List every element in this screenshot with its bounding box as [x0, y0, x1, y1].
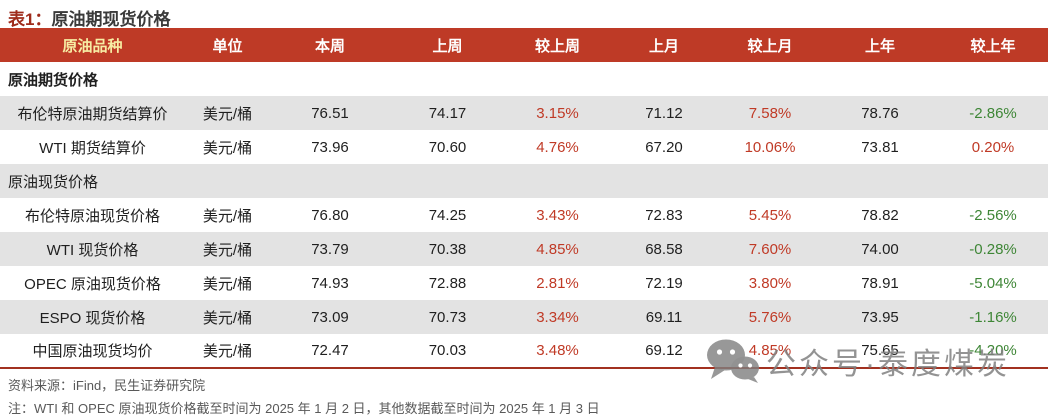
cell-label: OPEC 原油现货价格 — [24, 275, 161, 293]
cell-unit: 美元/桶 — [202, 241, 253, 259]
cell-vs-last-year: 0.20% — [971, 138, 1015, 156]
col-header-variety: 原油品种 — [0, 28, 185, 62]
cell-last-week: 74.17 — [428, 104, 467, 122]
cell-last-year: 78.91 — [861, 274, 899, 292]
cell-last-month: 67.20 — [645, 138, 683, 156]
section-label-futures: 原油期货价格 — [8, 71, 99, 89]
section-label-spot: 原油现货价格 — [8, 173, 99, 191]
cell-vs-last-year: -0.28% — [969, 240, 1017, 258]
cell-vs-last-month: 5.45% — [748, 206, 792, 224]
cell-last-month: 69.12 — [645, 342, 683, 359]
cell-last-month: 68.58 — [645, 240, 683, 258]
cell-this-week: 73.96 — [311, 138, 349, 156]
col-header-vs-last-month: 较上月 — [718, 28, 822, 62]
col-header-this-week: 本周 — [270, 28, 390, 62]
col-header-last-month: 上月 — [610, 28, 718, 62]
source-note: 资料来源：iFind，民生证券研究院 — [8, 378, 206, 393]
cell-vs-last-week: 3.34% — [536, 308, 579, 326]
cell-vs-last-week: 4.76% — [536, 138, 579, 156]
row-wti-spot: WTI 现货价格 美元/桶 73.79 70.38 4.85% 68.58 7.… — [0, 232, 1048, 266]
cell-unit: 美元/桶 — [202, 309, 253, 327]
cell-last-month: 72.19 — [645, 274, 683, 292]
col-header-vs-last-week: 较上周 — [505, 28, 610, 62]
cell-last-month: 71.12 — [645, 104, 683, 122]
cell-last-month: 69.11 — [645, 308, 683, 326]
data-cutoff-note: 注：WTI 和 OPEC 原油现货价格截至时间为 2025 年 1 月 2 日，… — [8, 401, 600, 416]
cell-unit: 美元/桶 — [202, 139, 253, 157]
cell-vs-last-year: -1.16% — [969, 308, 1017, 326]
row-brent-futures-settle: 布伦特原油期货结算价 美元/桶 76.51 74.17 3.15% 71.12 … — [0, 96, 1048, 130]
col-header-last-week: 上周 — [390, 28, 505, 62]
cell-vs-last-month: 5.76% — [748, 308, 792, 326]
cell-unit: 美元/桶 — [202, 105, 253, 123]
cell-label: 布伦特原油现货价格 — [24, 207, 160, 225]
row-opec-spot: OPEC 原油现货价格 美元/桶 74.93 72.88 2.81% 72.19… — [0, 266, 1048, 300]
row-china-spot-avg: 中国原油现货均价 美元/桶 72.47 70.03 3.48% 69.12 4.… — [0, 334, 1048, 368]
cell-last-week: 74.25 — [428, 206, 467, 224]
header-row: 原油品种 单位 本周 上周 较上周 上月 较上月 上年 较上年 — [0, 28, 1048, 62]
cell-unit: 美元/桶 — [202, 207, 253, 225]
cell-vs-last-month: 3.80% — [748, 274, 792, 292]
table-title-text: 原油期现货价格 — [51, 10, 171, 29]
cell-this-week: 76.80 — [311, 206, 349, 224]
cell-vs-last-week: 2.81% — [536, 274, 579, 292]
cell-last-week: 70.73 — [428, 308, 467, 326]
cell-last-year: 73.95 — [861, 308, 899, 326]
cell-vs-last-year: -5.04% — [969, 274, 1017, 292]
row-wti-futures-settle: WTI 期货结算价 美元/桶 73.96 70.60 4.76% 67.20 1… — [0, 130, 1048, 164]
cell-last-week: 70.60 — [428, 138, 467, 156]
cell-this-week: 76.51 — [311, 104, 349, 122]
cell-vs-last-year: -2.56% — [969, 206, 1017, 224]
cell-vs-last-week: 3.15% — [536, 104, 579, 122]
cell-this-week: 73.79 — [311, 240, 349, 258]
col-header-vs-last-year: 较上年 — [938, 28, 1048, 62]
cell-last-year: 75.65 — [861, 342, 899, 359]
cell-last-month: 72.83 — [645, 206, 683, 224]
row-section-spot: 原油现货价格 — [0, 164, 1048, 198]
cell-this-week: 74.93 — [311, 274, 349, 292]
col-header-unit: 单位 — [185, 28, 270, 62]
cell-vs-last-month: 7.60% — [748, 240, 792, 258]
table-title: 表1：原油期现货价格 — [0, 0, 1048, 29]
cell-last-week: 72.88 — [428, 274, 467, 292]
cell-label: WTI 期货结算价 — [39, 139, 146, 157]
cell-unit: 美元/桶 — [202, 343, 253, 360]
cell-last-year: 78.82 — [861, 206, 899, 224]
cell-vs-last-year: -4.20% — [969, 342, 1017, 359]
cell-label: WTI 现货价格 — [46, 241, 139, 259]
row-espo-spot: ESPO 现货价格 美元/桶 73.09 70.73 3.34% 69.11 5… — [0, 300, 1048, 334]
row-section-futures: 原油期货价格 — [0, 62, 1048, 96]
cell-last-year: 74.00 — [861, 240, 899, 258]
cell-vs-last-week: 3.43% — [536, 206, 579, 224]
cell-this-week: 72.47 — [311, 342, 349, 359]
cell-vs-last-week: 4.85% — [536, 240, 579, 258]
cell-this-week: 73.09 — [311, 308, 349, 326]
cell-vs-last-month: 7.58% — [748, 104, 792, 122]
table-title-prefix: 表1： — [8, 10, 52, 29]
cell-vs-last-month: 10.06% — [744, 138, 796, 156]
col-header-last-year: 上年 — [822, 28, 938, 62]
cell-vs-last-week: 3.48% — [536, 342, 579, 359]
cell-unit: 美元/桶 — [202, 275, 253, 293]
oil-price-table: 原油品种 单位 本周 上周 较上周 上月 较上月 上年 较上年 原油期货价格 布… — [0, 28, 1048, 369]
cell-label: 布伦特原油期货结算价 — [17, 105, 168, 123]
cell-vs-last-month: 4.85% — [748, 342, 792, 359]
cell-last-year: 73.81 — [861, 138, 899, 156]
cell-vs-last-year: -2.86% — [969, 104, 1017, 122]
cell-last-year: 78.76 — [861, 104, 899, 122]
row-brent-spot: 布伦特原油现货价格 美元/桶 76.80 74.25 3.43% 72.83 5… — [0, 198, 1048, 232]
cell-label: ESPO 现货价格 — [39, 309, 146, 327]
cell-label: 中国原油现货均价 — [32, 343, 153, 360]
cell-last-week: 70.38 — [428, 240, 467, 258]
cell-last-week: 70.03 — [428, 342, 467, 359]
